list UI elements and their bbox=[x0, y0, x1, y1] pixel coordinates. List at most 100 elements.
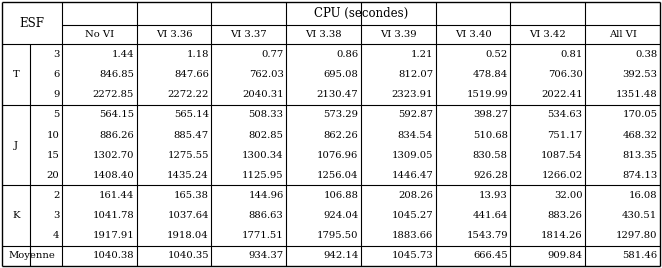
Text: T: T bbox=[13, 70, 19, 79]
Text: 934.37: 934.37 bbox=[248, 251, 283, 260]
Text: K: K bbox=[13, 211, 20, 220]
Text: 1408.40: 1408.40 bbox=[93, 171, 134, 180]
Text: 942.14: 942.14 bbox=[323, 251, 358, 260]
Text: 2272.85: 2272.85 bbox=[93, 90, 134, 99]
Text: 1266.02: 1266.02 bbox=[542, 171, 583, 180]
Text: 1435.24: 1435.24 bbox=[167, 171, 209, 180]
Text: 886.63: 886.63 bbox=[249, 211, 283, 220]
Text: 830.58: 830.58 bbox=[473, 151, 508, 160]
Text: 170.05: 170.05 bbox=[622, 110, 657, 120]
Text: VI 3.40: VI 3.40 bbox=[455, 30, 491, 39]
Text: 398.27: 398.27 bbox=[473, 110, 508, 120]
Text: All VI: All VI bbox=[608, 30, 637, 39]
Text: 924.04: 924.04 bbox=[323, 211, 358, 220]
Text: 441.64: 441.64 bbox=[473, 211, 508, 220]
Text: VI 3.37: VI 3.37 bbox=[230, 30, 267, 39]
Text: 886.26: 886.26 bbox=[99, 131, 134, 140]
Text: 1351.48: 1351.48 bbox=[616, 90, 657, 99]
Text: 1045.27: 1045.27 bbox=[391, 211, 433, 220]
Text: 812.07: 812.07 bbox=[398, 70, 433, 79]
Text: 392.53: 392.53 bbox=[622, 70, 657, 79]
Text: No VI: No VI bbox=[85, 30, 114, 39]
Text: 1309.05: 1309.05 bbox=[392, 151, 433, 160]
Text: 909.84: 909.84 bbox=[547, 251, 583, 260]
Text: 565.14: 565.14 bbox=[173, 110, 209, 120]
Text: 0.86: 0.86 bbox=[336, 50, 358, 59]
Text: 20: 20 bbox=[46, 171, 60, 180]
Text: 2040.31: 2040.31 bbox=[242, 90, 283, 99]
Text: 106.88: 106.88 bbox=[323, 191, 358, 200]
Text: 1040.38: 1040.38 bbox=[93, 251, 134, 260]
Text: 2: 2 bbox=[53, 191, 60, 200]
Text: 534.63: 534.63 bbox=[547, 110, 583, 120]
Text: 862.26: 862.26 bbox=[324, 131, 358, 140]
Text: 1446.47: 1446.47 bbox=[391, 171, 433, 180]
Text: 885.47: 885.47 bbox=[173, 131, 209, 140]
Text: 1883.66: 1883.66 bbox=[392, 231, 433, 240]
Text: 706.30: 706.30 bbox=[547, 70, 583, 79]
Text: 9: 9 bbox=[53, 90, 60, 99]
Text: 695.08: 695.08 bbox=[324, 70, 358, 79]
Text: J: J bbox=[14, 141, 18, 150]
Text: 1040.35: 1040.35 bbox=[167, 251, 209, 260]
Text: ESF: ESF bbox=[19, 17, 44, 30]
Text: CPU (secondes): CPU (secondes) bbox=[314, 7, 408, 20]
Text: 666.45: 666.45 bbox=[473, 251, 508, 260]
Text: 846.85: 846.85 bbox=[99, 70, 134, 79]
Text: 592.87: 592.87 bbox=[398, 110, 433, 120]
Text: 478.84: 478.84 bbox=[473, 70, 508, 79]
Text: 161.44: 161.44 bbox=[99, 191, 134, 200]
Text: 1795.50: 1795.50 bbox=[317, 231, 358, 240]
Text: 0.52: 0.52 bbox=[486, 50, 508, 59]
Text: 508.33: 508.33 bbox=[249, 110, 283, 120]
Text: 926.28: 926.28 bbox=[473, 171, 508, 180]
Text: 564.15: 564.15 bbox=[99, 110, 134, 120]
Text: 1275.55: 1275.55 bbox=[167, 151, 209, 160]
Text: 1297.80: 1297.80 bbox=[616, 231, 657, 240]
Text: 802.85: 802.85 bbox=[249, 131, 283, 140]
Text: 0.38: 0.38 bbox=[635, 50, 657, 59]
Text: 2323.91: 2323.91 bbox=[392, 90, 433, 99]
Text: 0.81: 0.81 bbox=[560, 50, 583, 59]
Text: 1087.54: 1087.54 bbox=[541, 151, 583, 160]
Text: 1302.70: 1302.70 bbox=[93, 151, 134, 160]
Text: 430.51: 430.51 bbox=[622, 211, 657, 220]
Text: 1814.26: 1814.26 bbox=[541, 231, 583, 240]
Text: 874.13: 874.13 bbox=[622, 171, 657, 180]
Text: 1.18: 1.18 bbox=[186, 50, 209, 59]
Text: 762.03: 762.03 bbox=[249, 70, 283, 79]
Text: 510.68: 510.68 bbox=[473, 131, 508, 140]
Text: 13.93: 13.93 bbox=[479, 191, 508, 200]
Text: 834.54: 834.54 bbox=[398, 131, 433, 140]
Text: 1771.51: 1771.51 bbox=[242, 231, 283, 240]
Text: 1256.04: 1256.04 bbox=[317, 171, 358, 180]
Text: Moyenne: Moyenne bbox=[9, 251, 56, 260]
Text: VI 3.42: VI 3.42 bbox=[530, 30, 566, 39]
Text: 165.38: 165.38 bbox=[174, 191, 209, 200]
Text: 4: 4 bbox=[53, 231, 60, 240]
Text: 15: 15 bbox=[46, 151, 60, 160]
Text: 2130.47: 2130.47 bbox=[316, 90, 358, 99]
Text: 32.00: 32.00 bbox=[554, 191, 583, 200]
Text: 1.44: 1.44 bbox=[111, 50, 134, 59]
Text: 6: 6 bbox=[53, 70, 60, 79]
Text: 144.96: 144.96 bbox=[248, 191, 283, 200]
Text: 10: 10 bbox=[46, 131, 60, 140]
Text: 1037.64: 1037.64 bbox=[167, 211, 209, 220]
Text: 581.46: 581.46 bbox=[622, 251, 657, 260]
Text: 1917.91: 1917.91 bbox=[93, 231, 134, 240]
Text: VI 3.39: VI 3.39 bbox=[380, 30, 416, 39]
Text: 847.66: 847.66 bbox=[174, 70, 209, 79]
Text: 1125.95: 1125.95 bbox=[242, 171, 283, 180]
Text: 2022.41: 2022.41 bbox=[541, 90, 583, 99]
Text: 813.35: 813.35 bbox=[622, 151, 657, 160]
Text: 1519.99: 1519.99 bbox=[466, 90, 508, 99]
Text: 1543.79: 1543.79 bbox=[466, 231, 508, 240]
Text: 3: 3 bbox=[53, 211, 60, 220]
Text: 1076.96: 1076.96 bbox=[317, 151, 358, 160]
Text: 1918.04: 1918.04 bbox=[167, 231, 209, 240]
Text: 2272.22: 2272.22 bbox=[167, 90, 209, 99]
Text: 16.08: 16.08 bbox=[629, 191, 657, 200]
Text: 468.32: 468.32 bbox=[622, 131, 657, 140]
Text: 3: 3 bbox=[53, 50, 60, 59]
